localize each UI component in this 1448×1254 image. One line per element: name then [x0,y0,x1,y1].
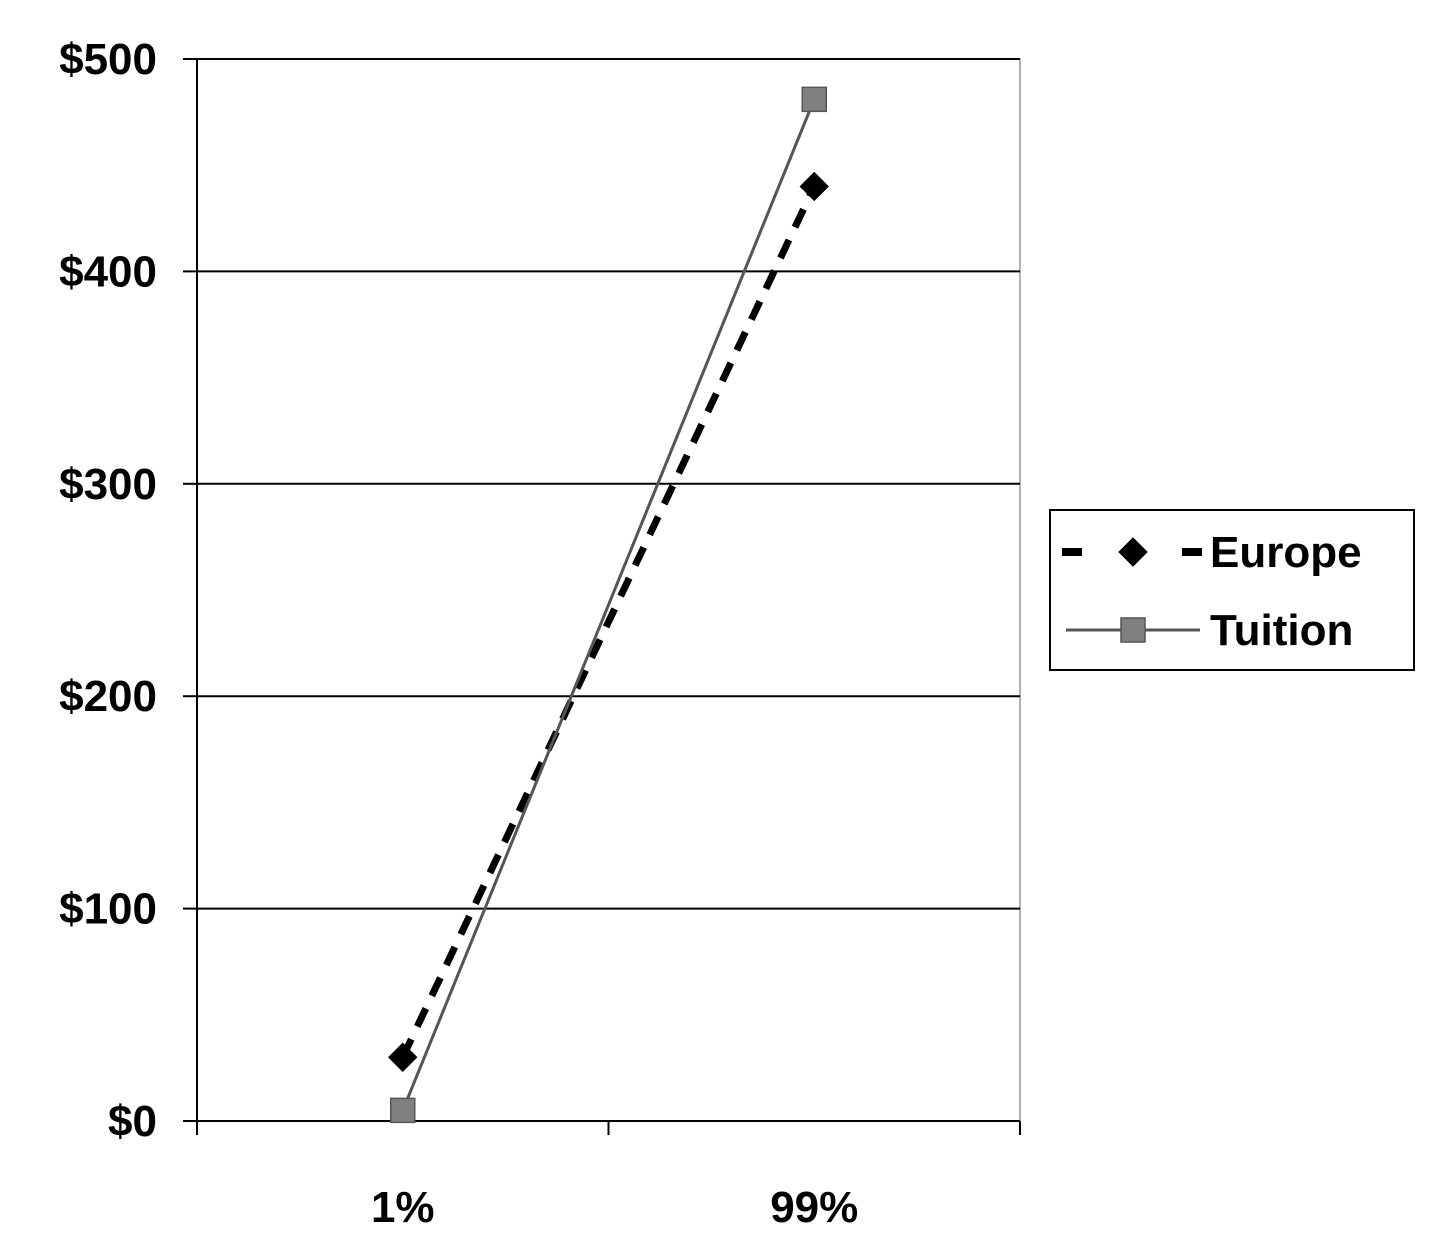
legend-label: Tuition [1210,606,1353,655]
legend-box [1049,509,1415,671]
legend-label: Europe [1210,528,1362,577]
series-layer [388,86,829,1124]
y-tick-label: $200 [59,672,157,721]
tuition-line [401,98,816,1111]
y-tick-label: $400 [59,247,157,296]
x-tick-label: 99% [770,1183,858,1232]
legend-item-europe: Europe [1062,528,1362,577]
y-tick-label: $0 [108,1097,157,1146]
legend: Europe Tuition [1049,509,1415,671]
plot-border [196,58,1021,1122]
gridlines [197,58,1020,1122]
y-tick-label: $100 [59,885,157,934]
y-tick-label: $500 [59,35,157,84]
series-tuition [390,86,827,1124]
x-axis: 1% 99% [196,1121,1021,1232]
legend-swatch-marker [1120,617,1146,643]
europe-line [399,184,818,1059]
legend-item-tuition: Tuition [1066,606,1353,655]
europe-point [799,171,829,202]
series-europe [388,171,829,1072]
tuition-point [801,86,827,113]
plot-area [196,58,1021,1122]
tuition-point [390,1097,416,1124]
legend-swatch-marker [1118,537,1148,567]
y-axis: $0 $100 $200 $300 $400 $500 [59,35,197,1146]
europe-point [388,1042,418,1072]
y-tick-label: $300 [59,460,157,509]
x-tick-label: 1% [371,1183,435,1232]
